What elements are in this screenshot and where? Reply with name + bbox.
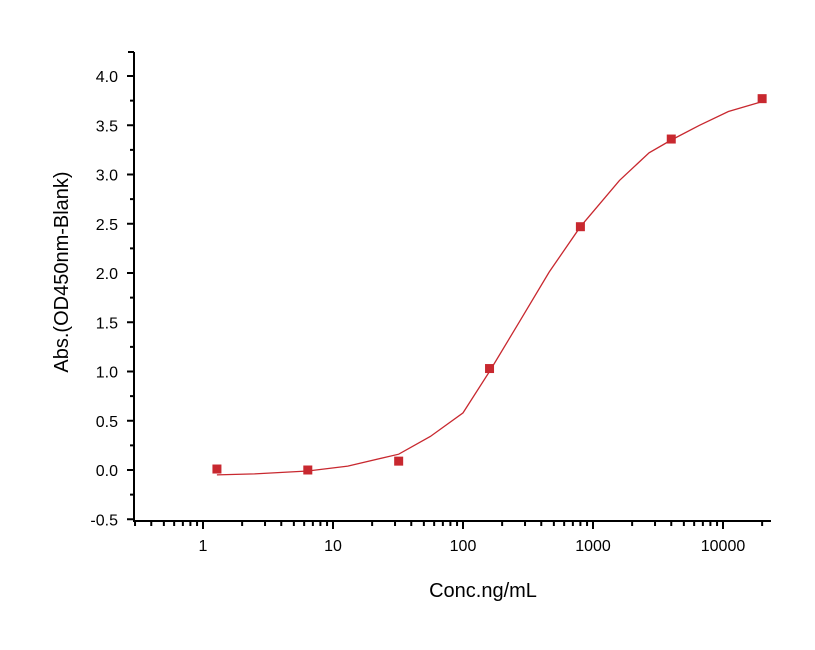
- y-axis: -0.5 0.0 0.5 1.0 1.5 2.0 2.5 3.0 3.5 4.0: [90, 51, 135, 529]
- y-tick-label: 4.0: [96, 69, 118, 86]
- y-tick-label: 3.0: [96, 168, 118, 185]
- data-point: [303, 465, 313, 475]
- data-point: [666, 134, 676, 144]
- x-tick-label: 100: [450, 538, 477, 555]
- y-tick-label: 1.5: [96, 315, 118, 332]
- y-tick-label: -0.5: [90, 512, 118, 529]
- y-tick-label: 0.0: [96, 463, 118, 480]
- y-tick-label: 1.0: [96, 365, 118, 382]
- data-point: [212, 464, 222, 474]
- y-tick-label: 0.5: [96, 414, 118, 431]
- y-axis-title: Abs.(OD450nm-Blank): [51, 171, 73, 372]
- y-tick-label: 2.0: [96, 266, 118, 283]
- data-markers: [212, 94, 767, 475]
- data-point: [485, 364, 495, 374]
- x-tick-label: 1000: [575, 538, 611, 555]
- x-tick-label: 10000: [701, 538, 746, 555]
- x-tick-label: 1: [199, 538, 208, 555]
- data-point: [575, 222, 585, 232]
- x-tick-label: 10: [324, 538, 342, 555]
- data-point: [757, 94, 767, 104]
- y-tick-label: 3.5: [96, 118, 118, 135]
- x-axis: 1 10 100 1000 10000: [133, 520, 771, 555]
- data-point: [394, 456, 404, 466]
- fit-curve: [216, 100, 763, 476]
- x-axis-title: Conc.ng/mL: [429, 580, 537, 602]
- y-tick-label: 2.5: [96, 217, 118, 234]
